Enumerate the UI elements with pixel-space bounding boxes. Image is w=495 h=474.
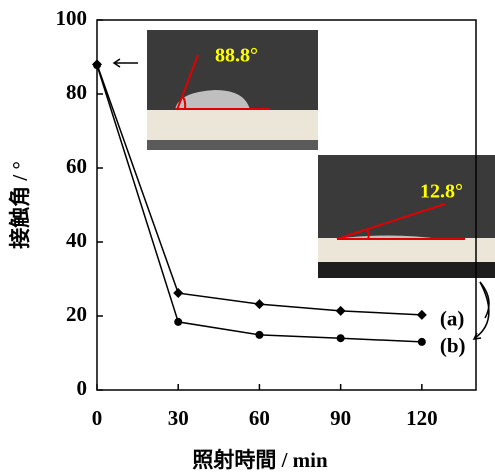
x-tick-label: 0 <box>92 406 103 430</box>
legend-label: (a) <box>440 307 465 331</box>
y-tick-label: 20 <box>66 302 87 326</box>
point <box>417 310 427 320</box>
annotation: 88.8° <box>215 45 258 67</box>
x-tick-label: 90 <box>330 406 351 430</box>
legend-label: (b) <box>440 334 466 358</box>
point <box>254 299 264 309</box>
point <box>337 334 345 342</box>
point <box>418 338 426 346</box>
y-tick-label: 80 <box>66 80 87 104</box>
inset-photo-b <box>318 155 495 278</box>
chart: 88.8° 12.8° 照射時間 / min 接触角 / ° 0 20 40 60 80… <box>0 0 495 474</box>
y-axis-label: 接触角 / ° <box>8 161 32 249</box>
point <box>173 288 183 298</box>
point <box>174 318 182 326</box>
y-tick-label: 60 <box>66 154 87 178</box>
point <box>93 61 101 69</box>
y-tick-label: 0 <box>77 376 88 400</box>
x-axis-label: 照射時間 / min <box>192 448 328 472</box>
point <box>336 306 346 316</box>
y-tick-label: 100 <box>56 6 88 30</box>
y-tick-label: 40 <box>66 228 87 252</box>
x-tick-label: 60 <box>249 406 270 430</box>
annotation: 12.8° <box>420 181 463 203</box>
point <box>255 331 263 339</box>
x-tick-label: 30 <box>168 406 189 430</box>
x-tick-label: 120 <box>406 406 438 430</box>
